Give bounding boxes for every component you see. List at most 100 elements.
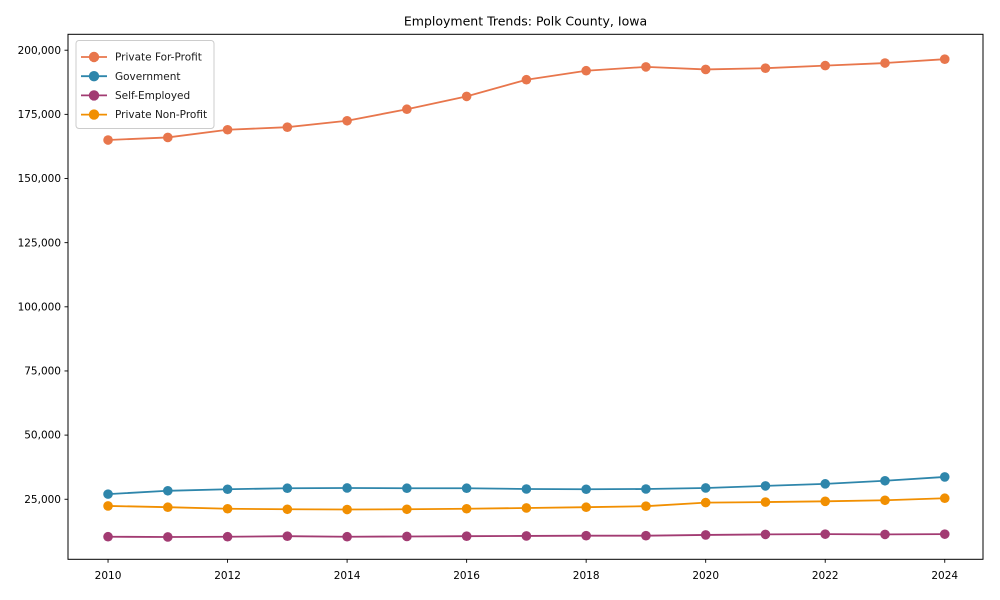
plot-area-border [67, 33, 984, 560]
data-point-marker [222, 484, 233, 495]
data-point-marker [581, 530, 591, 541]
data-point-marker [700, 64, 711, 75]
data-point-marker [939, 54, 950, 64]
series-lines [103, 54, 950, 542]
data-point-marker [461, 483, 472, 494]
x-tick-label: 2016 [453, 570, 480, 582]
legend-item: Self-Employed [81, 90, 190, 102]
series-self-employed [103, 529, 950, 542]
y-tick-label: 100,000 [18, 301, 61, 313]
data-point-marker [342, 531, 352, 542]
data-point-marker [581, 484, 591, 495]
data-point-marker [222, 503, 233, 514]
x-axis: 2010 2012 2014 2016 2018 2020 2022 2024 [95, 559, 958, 582]
data-point-marker [700, 483, 711, 493]
legend-marker-icon [88, 109, 100, 120]
data-point-marker [163, 502, 173, 513]
y-tick-label: 125,000 [18, 237, 61, 249]
data-point-marker [103, 135, 113, 145]
x-tick-label: 2014 [334, 570, 361, 582]
data-point-marker [760, 481, 771, 491]
y-tick-label: 175,000 [18, 109, 61, 121]
x-tick-label: 2022 [812, 570, 839, 582]
legend: Private For-Profit Government Self-Employe… [75, 40, 215, 129]
data-point-marker [641, 62, 651, 72]
legend-label: Self-Employed [115, 90, 190, 102]
data-point-marker [939, 529, 950, 539]
data-point-marker [641, 501, 651, 511]
legend-label: Government [115, 71, 180, 83]
legend-box [75, 40, 215, 129]
data-point-marker [760, 497, 771, 507]
x-tick-label: 2020 [692, 570, 719, 582]
data-point-marker [282, 531, 293, 542]
data-point-marker [163, 485, 173, 496]
data-point-marker [282, 483, 293, 494]
data-point-marker [939, 493, 950, 504]
data-point-marker [581, 502, 591, 513]
data-point-marker [402, 104, 412, 115]
x-tick-label: 2024 [931, 570, 958, 582]
data-point-marker [760, 63, 771, 73]
legend-marker-icon [88, 90, 100, 101]
data-point-marker [461, 91, 472, 102]
data-point-marker [461, 531, 472, 542]
data-point-marker [103, 501, 113, 511]
legend-label: Private For-Profit [115, 52, 202, 64]
data-point-marker [103, 531, 113, 542]
legend-item: Private Non-Profit [81, 109, 207, 121]
series-government [103, 472, 950, 499]
plot-frame [67, 33, 984, 560]
data-point-marker [880, 529, 890, 540]
x-tick-label: 2018 [573, 570, 600, 582]
y-tick-label: 25,000 [24, 494, 61, 506]
y-tick-label: 75,000 [24, 366, 61, 378]
y-tick-label: 200,000 [18, 45, 61, 57]
data-point-marker [163, 132, 173, 143]
data-point-marker [521, 503, 532, 513]
legend-label: Private Non-Profit [115, 109, 207, 121]
data-point-marker [581, 65, 591, 76]
legend-marker-icon [88, 51, 100, 63]
data-point-marker [342, 483, 352, 493]
y-axis: 25,000 50,000 75,000 100,000 125,000 150,000 1… [18, 45, 68, 506]
series-private-for-profit [103, 54, 950, 145]
data-point-marker [641, 484, 651, 494]
data-point-marker [820, 496, 831, 507]
data-point-marker [402, 531, 412, 542]
x-tick-label: 2010 [95, 570, 122, 582]
x-tick-label: 2012 [214, 570, 241, 582]
data-point-marker [880, 58, 890, 68]
legend-item: Government [81, 71, 180, 83]
data-point-marker [342, 115, 352, 126]
data-point-marker [103, 489, 113, 499]
data-point-marker [939, 472, 950, 482]
y-tick-label: 50,000 [24, 430, 61, 442]
data-point-marker [342, 504, 352, 515]
data-point-marker [820, 529, 831, 539]
data-point-marker [700, 530, 711, 540]
data-point-marker [521, 531, 532, 541]
data-point-marker [402, 483, 412, 494]
data-point-marker [521, 484, 532, 494]
y-tick-label: 150,000 [18, 173, 61, 185]
data-point-marker [880, 475, 890, 486]
data-point-marker [282, 504, 293, 515]
legend-item: Private For-Profit [81, 52, 202, 64]
data-point-marker [641, 530, 651, 541]
data-point-marker [760, 529, 771, 540]
data-point-marker [880, 495, 890, 506]
data-point-marker [820, 479, 831, 489]
data-point-marker [222, 124, 233, 135]
legend-marker-icon [88, 71, 100, 82]
series-line [107, 58, 946, 141]
series-private-non-profit [103, 493, 950, 515]
data-point-marker [521, 74, 532, 85]
data-point-marker [282, 122, 293, 132]
data-point-marker [402, 504, 412, 515]
data-point-marker [820, 60, 831, 71]
data-point-marker [163, 532, 173, 542]
chart-title: Employment Trends: Polk County, Iowa [404, 14, 647, 29]
